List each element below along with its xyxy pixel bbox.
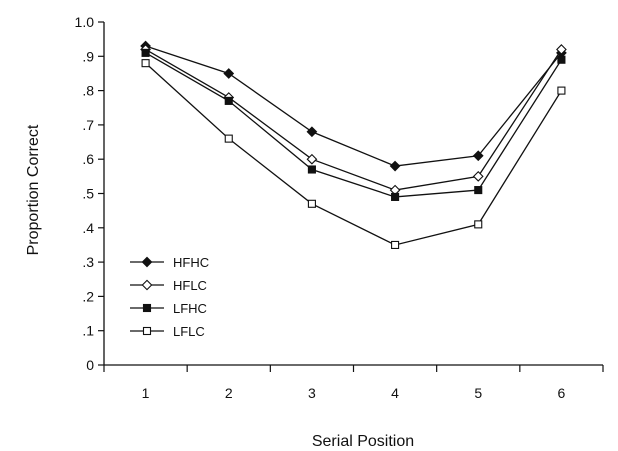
data-point bbox=[557, 55, 566, 64]
data-point bbox=[224, 96, 233, 105]
y-tick-label: 0 bbox=[86, 357, 94, 373]
y-axis: 0 .1 .2 .3 .4 .5 .6 .7 .8 .9 1.0 bbox=[75, 14, 105, 373]
data-point bbox=[474, 220, 483, 229]
legend-item: HFLC bbox=[130, 278, 207, 293]
data-point bbox=[223, 68, 235, 79]
data-point bbox=[474, 186, 483, 195]
y-axis-title: Proportion Correct bbox=[25, 124, 42, 255]
x-tick-label: 2 bbox=[225, 385, 233, 401]
series-line bbox=[145, 52, 562, 198]
y-tick-label: .1 bbox=[82, 323, 94, 339]
series-line bbox=[145, 45, 562, 167]
y-tick-label: 1.0 bbox=[75, 14, 95, 30]
data-point bbox=[391, 240, 400, 249]
data-point bbox=[306, 126, 318, 138]
legend-item: HFHC bbox=[130, 255, 209, 270]
y-tick-label: .9 bbox=[82, 48, 94, 64]
data-point bbox=[472, 150, 484, 162]
y-tick-label: .7 bbox=[82, 117, 94, 133]
y-tick-label: .8 bbox=[82, 83, 94, 99]
data-point bbox=[557, 86, 566, 95]
data-point bbox=[141, 59, 150, 68]
series-lfhc bbox=[141, 48, 566, 201]
data-point bbox=[556, 44, 567, 55]
legend-label: HFHC bbox=[173, 255, 209, 270]
data-point bbox=[391, 192, 400, 201]
data-point bbox=[224, 134, 233, 143]
series-line bbox=[145, 62, 562, 246]
x-axis-title: Serial Position bbox=[312, 433, 414, 450]
y-tick-label: .3 bbox=[82, 254, 94, 270]
legend-label: HFLC bbox=[173, 278, 207, 293]
legend-label: LFHC bbox=[173, 301, 207, 316]
x-tick-label: 4 bbox=[391, 385, 399, 401]
legend-item: LFLC bbox=[130, 324, 205, 339]
series-lflc bbox=[141, 59, 566, 249]
x-tick-label: 6 bbox=[558, 385, 566, 401]
legend-label: LFLC bbox=[173, 324, 205, 339]
data-point bbox=[307, 199, 316, 208]
series-layer bbox=[140, 40, 567, 249]
legend-marker bbox=[141, 279, 153, 291]
x-axis: 1 2 3 4 5 6 bbox=[103, 364, 604, 401]
legend: HFHC HFLC LFHC LFLC bbox=[130, 255, 209, 339]
x-tick-label: 5 bbox=[474, 385, 482, 401]
data-point bbox=[389, 160, 401, 172]
data-point bbox=[472, 170, 484, 182]
x-tick-label: 3 bbox=[308, 385, 316, 401]
y-tick-label: .5 bbox=[82, 186, 94, 202]
data-point bbox=[306, 153, 318, 165]
x-tick-label: 1 bbox=[142, 385, 150, 401]
data-point bbox=[141, 48, 150, 57]
legend-item: LFHC bbox=[130, 301, 207, 316]
series-line bbox=[145, 48, 562, 191]
series-hflc bbox=[140, 44, 567, 196]
legend-marker bbox=[141, 256, 153, 268]
legend-marker bbox=[142, 326, 152, 336]
y-tick-label: .6 bbox=[82, 151, 94, 167]
y-tick-label: .2 bbox=[82, 288, 94, 304]
data-point bbox=[307, 165, 316, 174]
legend-marker bbox=[142, 303, 152, 313]
y-tick-label: .4 bbox=[82, 220, 94, 236]
